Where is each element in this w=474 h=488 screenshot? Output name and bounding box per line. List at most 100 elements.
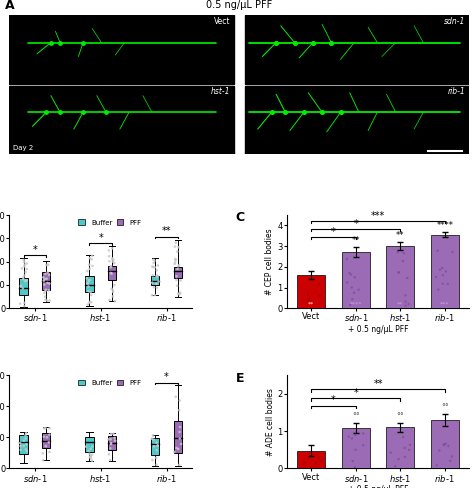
Bar (108, 436, 116, 449)
Point (111, 437, 119, 445)
Point (23, 441, 30, 448)
Point (17, 439, 24, 447)
Point (42, 424, 49, 432)
Point (17, 446, 25, 454)
Point (434, 247, 441, 255)
Point (435, 285, 442, 293)
Point (21, 272, 28, 280)
Point (19, 274, 27, 282)
Point (105, 435, 112, 443)
Point (175, 407, 183, 414)
Point (348, 434, 356, 442)
Point (352, 431, 359, 439)
Point (108, 430, 115, 438)
Point (153, 439, 160, 447)
Point (109, 430, 117, 438)
Point (42, 442, 50, 450)
Point (22, 429, 30, 437)
Point (22, 434, 29, 442)
Point (305, 297, 312, 305)
Legend: Buffer, PFF: Buffer, PFF (76, 217, 144, 228)
Point (449, 248, 456, 256)
Text: hst-1: hst-1 (210, 87, 230, 96)
Point (106, 296, 113, 304)
Text: **: ** (374, 379, 383, 389)
Point (301, 459, 309, 467)
Point (40, 289, 48, 297)
Point (406, 441, 414, 448)
Point (89, 443, 96, 450)
Point (405, 300, 412, 308)
Point (173, 276, 180, 284)
Point (44, 279, 51, 287)
Point (401, 302, 409, 310)
Point (17, 283, 25, 290)
Point (155, 278, 163, 285)
Point (171, 260, 179, 267)
Point (111, 297, 119, 305)
Point (22, 446, 30, 453)
Point (149, 431, 157, 439)
Point (83, 280, 91, 287)
Point (176, 289, 184, 297)
Bar (9, 15, 234, 84)
Text: °°: °° (441, 403, 449, 412)
Point (316, 292, 323, 300)
Point (42, 287, 49, 295)
Point (109, 255, 116, 263)
Point (56, 39, 64, 46)
Point (172, 256, 179, 264)
Point (345, 433, 353, 441)
Point (17, 442, 24, 450)
Point (84, 287, 92, 295)
Point (43, 261, 50, 269)
Point (171, 448, 178, 456)
Point (40, 273, 47, 281)
Bar (42, 272, 50, 289)
Point (347, 271, 355, 279)
Point (109, 244, 116, 252)
Point (173, 282, 181, 289)
Text: *: * (331, 226, 336, 237)
Point (110, 281, 118, 289)
Point (442, 440, 449, 447)
Point (44, 268, 51, 276)
Text: °°: °° (396, 412, 404, 421)
Point (309, 274, 316, 282)
Point (438, 264, 446, 272)
Point (401, 453, 409, 461)
Point (436, 266, 444, 274)
Point (175, 461, 183, 469)
Point (171, 243, 179, 250)
Point (328, 39, 335, 46)
Point (105, 246, 113, 254)
Point (110, 259, 118, 267)
Point (291, 39, 298, 46)
Point (43, 275, 50, 283)
Point (86, 298, 94, 306)
Point (301, 296, 308, 304)
Point (86, 276, 93, 284)
Bar (19, 278, 27, 295)
Text: **: ** (162, 226, 171, 236)
Point (154, 262, 162, 269)
Point (85, 276, 93, 284)
Point (440, 440, 447, 448)
Bar (85, 437, 93, 452)
Point (109, 256, 117, 264)
Point (346, 301, 354, 309)
Point (149, 263, 156, 270)
Point (109, 292, 117, 300)
Text: *: * (354, 219, 358, 229)
Point (150, 442, 158, 450)
Point (153, 266, 161, 274)
Point (282, 108, 289, 116)
Point (20, 437, 28, 445)
Point (433, 462, 440, 469)
Point (87, 452, 94, 460)
Point (41, 293, 49, 301)
Text: *: * (33, 245, 37, 255)
Point (150, 259, 157, 267)
Bar (431, 420, 458, 468)
Point (311, 281, 319, 289)
